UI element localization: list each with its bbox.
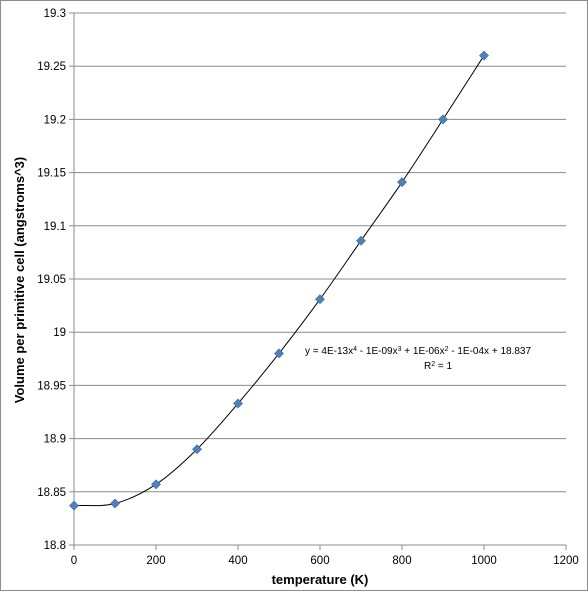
y-axis-title: Volume per primitive cell (angstroms^3) [12,157,27,403]
y-tick-label: 19.3 [44,8,66,20]
y-tick-label: 19.05 [37,274,66,286]
y-tick-label: 19 [53,327,66,339]
y-tick-label: 19.15 [37,168,66,180]
data-point [356,235,366,246]
data-point [315,294,325,305]
x-tick-label: 1000 [471,555,497,567]
x-tick-label: 400 [228,555,247,567]
y-tick-label: 19.2 [44,114,66,126]
x-tick-label: 1200 [553,555,579,567]
data-point [151,479,161,490]
data-point [479,50,489,61]
x-tick-label: 200 [146,555,165,567]
y-tick-label: 18.9 [44,434,66,446]
x-tick-label: 600 [310,555,329,567]
trendline-group [73,55,485,507]
y-tick-label: 18.8 [44,540,66,552]
trendline-r-squared: R2 = 1 [424,361,453,373]
x-tick-label: 0 [71,555,77,567]
y-tick-label: 19.1 [44,221,66,233]
data-point [397,177,407,188]
data-point [274,348,284,359]
y-tick-label: 19.25 [37,61,66,73]
data-point [192,444,202,455]
trendline-equation: y = 4E-13x4 - 1E-09x3 + 1E-06x2 - 1E-04x… [305,346,531,358]
data-point [233,398,243,409]
x-tick-labels: 0 200 400 600 800 1000 1200 [71,555,579,567]
axes [69,12,567,550]
x-axis-title: temperature (K) [272,572,369,587]
y-tick-labels: 18.8 18.85 18.9 18.95 19 19.05 19.1 19.15 19.2 19… [37,8,66,552]
data-points [69,50,489,511]
trendline-curve [73,55,485,507]
data-point [438,114,448,125]
gridlines [74,12,566,493]
data-point [69,500,79,511]
y-tick-label: 18.85 [37,487,66,499]
x-tick-label: 800 [392,555,411,567]
y-tick-label: 18.95 [37,380,66,392]
data-point [110,498,120,509]
